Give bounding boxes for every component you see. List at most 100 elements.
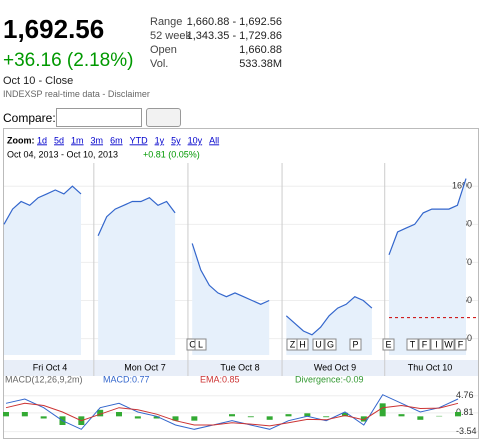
y-tick-label: 1690 (452, 181, 472, 191)
flag-box[interactable] (296, 338, 309, 351)
price: 1,692.56 (3, 14, 105, 44)
zoom-link[interactable]: All (209, 135, 219, 145)
x-tick-label: Tue Oct 8 (220, 362, 259, 372)
area-fill (192, 243, 270, 355)
flag-letter: F (422, 339, 428, 349)
x-tick-label: Mon Oct 7 (124, 362, 166, 372)
divergence-bar (323, 416, 330, 418)
macd-title: MACD(12,26,9,2m) (5, 374, 83, 384)
flag-letter: I (435, 339, 438, 349)
date-band (4, 360, 478, 376)
stat-row: Vol. 533.38M (150, 58, 282, 72)
macd-tick-label: 4.76 (456, 390, 474, 400)
divergence-bar (360, 416, 367, 422)
stat-value: 533.38M (239, 58, 282, 70)
divergence-bar (229, 414, 235, 417)
flag-box[interactable] (194, 338, 207, 351)
macd-tick-label: -3.54 (456, 426, 477, 436)
compare-button[interactable] (146, 108, 181, 127)
stat-label: Range (150, 16, 183, 28)
divergence-bar (134, 416, 141, 419)
divergence-bar (40, 416, 47, 419)
x-tick-label: Thu Oct 10 (408, 362, 453, 372)
chart: Zoom: Oct 04, 2013 - Oct 10, 2013 +0.81 … (3, 128, 479, 439)
zoom-link[interactable]: 10y (188, 135, 203, 145)
area-fill (98, 197, 176, 355)
flag-box[interactable] (418, 338, 431, 351)
divergence-bar (379, 403, 386, 417)
range-dates: Oct 04, 2013 - Oct 10, 2013 (7, 149, 118, 159)
flag-box[interactable] (430, 338, 443, 351)
flag-box[interactable] (454, 338, 467, 351)
stat-value: 1,660.88 - 1,692.56 (186, 16, 282, 28)
divergence-bar (266, 416, 273, 420)
stats: Range 1,660.88 - 1,692.56 52 week 1,343.35 … (150, 16, 282, 72)
flag-letter: C (189, 339, 196, 349)
price-line (388, 178, 467, 256)
compare-input[interactable] (56, 108, 142, 127)
flag-letter: U (315, 339, 322, 349)
flag-box[interactable] (324, 338, 337, 351)
divergence-bar (172, 416, 179, 421)
flag-letter: H (299, 339, 306, 349)
divergence-bar (285, 414, 292, 417)
zoom-link[interactable]: 3m (91, 135, 104, 145)
flag-box[interactable] (442, 338, 455, 351)
divergence-bar (97, 409, 104, 417)
stat-row: 52 week 1,343.35 - 1,729.86 (150, 30, 282, 44)
flag-box[interactable] (349, 338, 362, 351)
zoom-link[interactable]: 5y (171, 135, 181, 145)
divergence-bar (116, 412, 122, 417)
zoom-link[interactable]: YTD (130, 135, 149, 145)
zoom-link[interactable]: 5d (54, 135, 64, 145)
flag-letter: E (385, 339, 391, 349)
flag-letter: P (352, 339, 358, 349)
divergence-bar (417, 416, 424, 420)
divergence-bar (342, 412, 348, 417)
flag-box[interactable] (406, 338, 419, 351)
flag-letter: F (458, 339, 464, 349)
stat-label: Vol. (150, 58, 169, 70)
stat-row: Range 1,660.88 - 1,692.56 (150, 16, 282, 30)
zoom-link[interactable]: 1y (155, 135, 165, 145)
zoom-link[interactable]: 1d (37, 135, 47, 145)
stat-label: Open (150, 44, 177, 56)
divergence-bar (21, 412, 28, 417)
macd-label: MACD:0.77 (103, 374, 150, 384)
stat-label: 52 week (150, 30, 191, 42)
ema-label: EMA:0.85 (200, 374, 240, 384)
compare-label: Compare: (3, 111, 56, 125)
divergence-bar (304, 413, 311, 417)
flag-letter: T (410, 339, 416, 349)
divergence-bar (247, 416, 254, 418)
divergence-bar (3, 412, 9, 417)
x-tick-label: Wed Oct 9 (314, 362, 356, 372)
flag-letter: Z (290, 339, 296, 349)
flag-box[interactable] (312, 338, 325, 351)
divergence-label: Divergence:-0.09 (295, 374, 364, 384)
zoom-link[interactable]: 6m (110, 135, 123, 145)
zoom-label: Zoom: (7, 135, 35, 145)
price-line (97, 196, 176, 237)
flag-letter: L (198, 339, 203, 349)
flag-letter: W (444, 339, 453, 349)
area-fill (4, 186, 81, 355)
stat-row: Open 1,660.88 (150, 44, 282, 58)
flag-letter: G (327, 339, 334, 349)
price-line (3, 185, 82, 225)
stat-value: 1,660.88 (239, 44, 282, 56)
divergence-bar (455, 412, 461, 417)
ema-line (5, 402, 459, 427)
zoom-link[interactable]: 1m (71, 135, 84, 145)
stat-value: 1,343.35 - 1,729.86 (186, 30, 282, 42)
flag-box[interactable] (382, 338, 395, 351)
macd-line (5, 394, 459, 430)
divergence-bar (191, 416, 198, 421)
range-change: +0.81 (0.05%) (143, 149, 200, 159)
area-fill (389, 178, 466, 355)
x-tick-label: Fri Oct 4 (33, 362, 68, 372)
divergence-bar (153, 416, 160, 419)
close-time: Oct 10 - Close (3, 75, 74, 87)
price-line (285, 295, 373, 336)
